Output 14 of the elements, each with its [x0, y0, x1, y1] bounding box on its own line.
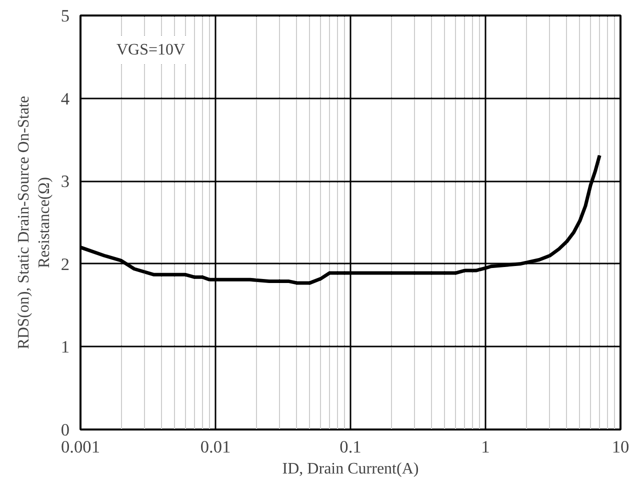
y-tick-label: 0 [60, 420, 70, 440]
x-tick-label: 0.001 [61, 438, 100, 456]
annotation: VGS=10V [116, 42, 186, 58]
y-tick-label: 4 [60, 89, 70, 108]
x-axis-title: ID, Drain Current(A) [282, 460, 419, 478]
y-axis-title: RDS(on), Static Drain-Source On-State Resistance(Ω) [15, 96, 53, 350]
y-tick-label: 2 [60, 254, 70, 274]
x-tick-label: 10 [612, 438, 630, 456]
x-tick-label: 1 [481, 438, 490, 456]
y-tick-label: 1 [60, 338, 70, 357]
x-tick-label: 0.01 [200, 438, 231, 456]
x-tick-label: 0.1 [340, 438, 362, 456]
y-tick-label: 3 [60, 172, 70, 192]
y-tick-label: 5 [60, 6, 70, 26]
